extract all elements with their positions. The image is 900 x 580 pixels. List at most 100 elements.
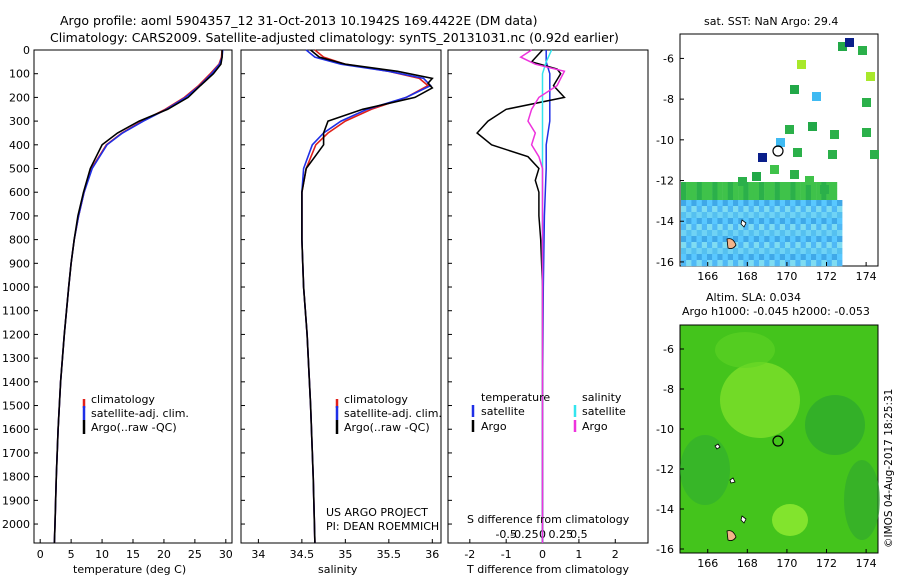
legend-heading-salinity: salinity — [582, 391, 622, 404]
sst-cell — [764, 242, 770, 249]
x-tick-label: 10 — [95, 548, 109, 561]
t-difference-xlabel: T difference from climatology — [466, 563, 629, 576]
depth-tick-label: 100 — [9, 68, 30, 81]
sst-cell — [743, 218, 749, 225]
sst-cell — [701, 182, 708, 189]
sst-cell — [764, 200, 770, 207]
sst-cell — [779, 206, 786, 213]
sst-cell — [722, 182, 728, 189]
sst-cell — [795, 236, 801, 243]
depth-tick-label: 900 — [9, 257, 30, 270]
map-lat-label: -12 — [656, 463, 674, 476]
sst-cell — [826, 200, 832, 207]
salinity-series-argo — [301, 49, 434, 544]
sst-cell — [826, 254, 832, 261]
sst-cell — [826, 218, 832, 225]
sst-cell — [785, 200, 791, 207]
sst-cell — [785, 212, 791, 219]
salinity-lines — [301, 49, 434, 544]
sst-cell — [795, 212, 801, 219]
sst-cell — [722, 224, 728, 231]
sst-cell — [691, 236, 697, 243]
sst-cell — [790, 218, 796, 225]
sst-cell — [816, 224, 822, 231]
sst-cell — [738, 194, 744, 201]
sst-map-axes: 166 168 170 172 174 -6 -8 -10 -12 -14 -16 — [656, 52, 877, 283]
sst-cell — [821, 254, 827, 261]
sst-cell — [837, 218, 843, 225]
sst-cell — [837, 260, 843, 267]
sst-cell — [686, 182, 692, 189]
sst-cell — [717, 242, 723, 249]
map-lat-label: -6 — [663, 52, 674, 65]
sst-cell — [800, 218, 806, 225]
sst-cell — [701, 224, 708, 231]
sst-cell — [733, 230, 739, 237]
sst-cell — [753, 188, 760, 195]
sla-low-region — [844, 460, 880, 540]
sst-cell — [816, 206, 822, 213]
sst-cell — [691, 194, 697, 201]
sst-cell — [733, 218, 739, 225]
sst-cell — [686, 254, 692, 261]
sst-cell — [738, 218, 744, 225]
sst-cell — [795, 242, 801, 249]
sst-cell — [795, 254, 801, 261]
sst-cell — [748, 188, 754, 195]
legend-label-climatology: climatology — [344, 393, 408, 406]
sst-cell — [816, 248, 822, 255]
depth-tick-label: 1300 — [2, 352, 30, 365]
depth-tick-label: 1000 — [2, 281, 30, 294]
map-lat-label: -6 — [663, 343, 674, 356]
sst-cell — [743, 260, 749, 267]
sst-cell — [769, 224, 775, 231]
altimetry-title-line1: Altim. SLA: 0.034 — [706, 291, 801, 304]
sst-cell — [774, 230, 780, 237]
sst-cell — [769, 206, 775, 213]
sst-cell — [691, 224, 697, 231]
sst-cell — [779, 254, 786, 261]
sst-cell — [753, 206, 760, 213]
sst-cell — [759, 248, 765, 255]
depth-tick-label: 400 — [9, 139, 30, 152]
sst-cell — [764, 182, 770, 189]
sst-cell — [790, 206, 796, 213]
sst-cell — [727, 194, 734, 201]
sst-cell — [779, 260, 786, 267]
sst-cell — [795, 194, 801, 201]
sst-cell — [831, 188, 838, 195]
sst-cell — [691, 212, 697, 219]
sst-cell — [681, 206, 687, 213]
sst-cell — [707, 224, 713, 231]
sst-cell — [707, 182, 713, 189]
sst-cell — [743, 254, 749, 261]
sst-map-title: sat. SST: NaN Argo: 29.4 — [704, 15, 838, 28]
sst-cell — [837, 212, 843, 219]
sst-cell — [733, 236, 739, 243]
sst-cell — [686, 224, 692, 231]
depth-tick-label: 500 — [9, 163, 30, 176]
sst-cell — [812, 92, 821, 101]
sst-cell — [733, 188, 739, 195]
sst-cell — [691, 248, 697, 255]
sst-cell — [759, 224, 765, 231]
sst-cell — [727, 248, 734, 255]
sst-cell — [831, 236, 838, 243]
sst-cell — [774, 206, 780, 213]
sst-cell — [831, 260, 838, 267]
sst-cell — [769, 242, 775, 249]
sst-cell — [790, 260, 796, 267]
x-tick-label: 35 — [338, 548, 352, 561]
sst-cell — [733, 248, 739, 255]
t-difference-x-axis: -2 -1 0 1 2 — [464, 539, 619, 561]
sst-cell — [805, 224, 812, 231]
sst-cell — [826, 206, 832, 213]
sst-cell — [748, 182, 754, 189]
sst-cell — [722, 200, 728, 207]
sst-cell — [779, 200, 786, 207]
sst-cell — [805, 236, 812, 243]
sst-cell — [785, 254, 791, 261]
sst-cell — [776, 138, 785, 147]
legend-label-t-satellite: satellite — [481, 405, 525, 418]
salinity-legend: climatology satellite-adj. clim. Argo(..… — [335, 393, 442, 434]
